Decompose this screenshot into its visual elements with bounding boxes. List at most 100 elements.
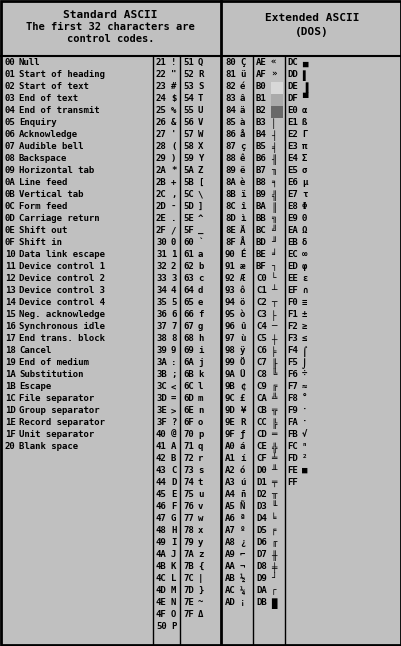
Text: Device control 4: Device control 4 xyxy=(19,298,105,307)
Text: Substitution: Substitution xyxy=(19,370,83,379)
Text: AE: AE xyxy=(255,58,266,67)
Text: 21: 21 xyxy=(156,58,166,67)
Text: EC: EC xyxy=(286,250,297,259)
Text: 91: 91 xyxy=(225,262,235,271)
Text: a: a xyxy=(198,250,203,259)
Text: ∩: ∩ xyxy=(301,286,307,295)
Text: 9B: 9B xyxy=(225,382,235,391)
Text: 38: 38 xyxy=(156,334,166,343)
Text: A3: A3 xyxy=(225,478,235,487)
Text: BC: BC xyxy=(255,226,266,235)
Text: î: î xyxy=(239,202,245,211)
Text: ⁿ: ⁿ xyxy=(301,442,307,451)
Text: α: α xyxy=(301,106,307,115)
Text: 44: 44 xyxy=(156,478,166,487)
Text: B2: B2 xyxy=(255,106,266,115)
Text: 25: 25 xyxy=(156,106,166,115)
Text: 9: 9 xyxy=(170,346,176,355)
Text: 0E: 0E xyxy=(5,226,16,235)
Text: w: w xyxy=(198,514,203,523)
Text: CF: CF xyxy=(255,454,266,463)
Text: ╩: ╩ xyxy=(270,394,276,403)
Text: B8: B8 xyxy=(255,178,266,187)
Text: Ü: Ü xyxy=(239,370,245,379)
Text: ┘: ┘ xyxy=(270,574,276,583)
Text: 6D: 6D xyxy=(182,394,193,403)
Text: B: B xyxy=(170,454,176,463)
Text: ÷: ÷ xyxy=(301,370,307,379)
Text: ╗: ╗ xyxy=(270,214,276,223)
Text: 35: 35 xyxy=(156,298,166,307)
Text: τ: τ xyxy=(301,190,307,199)
Text: CA: CA xyxy=(255,394,266,403)
Text: x: x xyxy=(198,526,203,535)
Text: 2E: 2E xyxy=(156,214,166,223)
Text: ß: ß xyxy=(301,118,307,127)
Text: C3: C3 xyxy=(255,310,266,319)
Text: █: █ xyxy=(270,598,276,609)
Text: A7: A7 xyxy=(225,526,235,535)
Text: Line feed: Line feed xyxy=(19,178,67,187)
Bar xyxy=(270,94,282,105)
Text: h: h xyxy=(198,334,203,343)
Text: >: > xyxy=(170,406,176,415)
Text: End of medium: End of medium xyxy=(19,358,89,367)
Text: A5: A5 xyxy=(225,502,235,511)
Text: ╘: ╘ xyxy=(270,514,276,523)
Text: ╔: ╔ xyxy=(270,382,276,391)
Text: 59: 59 xyxy=(182,154,193,163)
Text: FB: FB xyxy=(286,430,297,439)
Text: 0C: 0C xyxy=(5,202,16,211)
Text: 43: 43 xyxy=(156,466,166,475)
Text: 16: 16 xyxy=(5,322,16,331)
Text: ├: ├ xyxy=(270,310,276,320)
Text: 15: 15 xyxy=(5,310,16,319)
Text: H: H xyxy=(170,526,176,535)
Text: º: º xyxy=(239,526,245,535)
Text: 8E: 8E xyxy=(225,226,235,235)
Text: 5: 5 xyxy=(170,298,176,307)
Text: .: . xyxy=(170,214,176,223)
Text: D9: D9 xyxy=(255,574,266,583)
Text: «: « xyxy=(270,58,276,67)
Text: `: ` xyxy=(198,238,203,247)
Text: é: é xyxy=(239,82,245,91)
Text: 09: 09 xyxy=(5,166,16,175)
Text: ⌐: ⌐ xyxy=(239,550,245,559)
Text: ¿: ¿ xyxy=(239,538,245,547)
Text: V: V xyxy=(198,118,203,127)
Text: FE: FE xyxy=(286,466,297,475)
Text: 3C: 3C xyxy=(156,382,166,391)
Text: Device control 1: Device control 1 xyxy=(19,262,105,271)
Text: Y: Y xyxy=(198,154,203,163)
Text: D: D xyxy=(170,478,176,487)
Text: ): ) xyxy=(170,154,176,163)
Text: 7E: 7E xyxy=(182,598,193,607)
Text: Group separator: Group separator xyxy=(19,406,99,415)
Text: 9F: 9F xyxy=(225,430,235,439)
Text: ╥: ╥ xyxy=(270,490,276,499)
Text: 2D: 2D xyxy=(156,202,166,211)
Text: v: v xyxy=(198,502,203,511)
Text: ╝: ╝ xyxy=(270,226,276,235)
Text: 08: 08 xyxy=(5,154,16,163)
Text: Neg. acknowledge: Neg. acknowledge xyxy=(19,310,105,319)
Text: p: p xyxy=(198,430,203,439)
Text: Data link escape: Data link escape xyxy=(19,250,105,259)
Text: AD: AD xyxy=(225,598,235,607)
Text: Standard ASCII: Standard ASCII xyxy=(63,10,157,20)
Text: 12: 12 xyxy=(5,274,16,283)
Text: R: R xyxy=(239,418,245,427)
Text: Shift out: Shift out xyxy=(19,226,67,235)
Text: 8A: 8A xyxy=(225,178,235,187)
Text: F8: F8 xyxy=(286,394,297,403)
Text: ┼: ┼ xyxy=(270,334,276,345)
Text: EF: EF xyxy=(286,286,297,295)
Text: E9: E9 xyxy=(286,214,297,223)
Text: 62: 62 xyxy=(182,262,193,271)
Text: ,: , xyxy=(170,190,176,199)
Text: ED: ED xyxy=(286,262,297,271)
Text: Escape: Escape xyxy=(19,382,51,391)
Text: ╢: ╢ xyxy=(270,154,276,165)
Text: g: g xyxy=(198,322,203,331)
